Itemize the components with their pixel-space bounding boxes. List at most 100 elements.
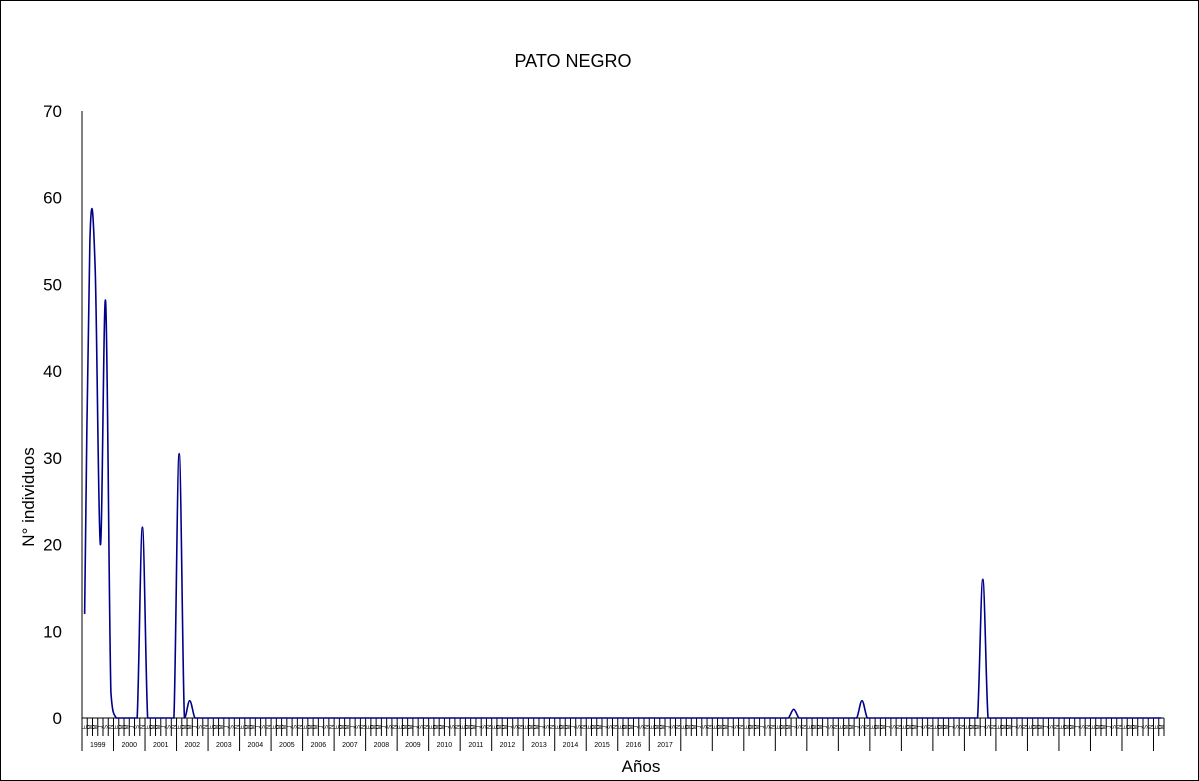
data-point — [573, 717, 574, 718]
month-tick-label: E — [681, 725, 687, 729]
data-point — [100, 544, 101, 545]
data-point — [247, 717, 248, 718]
data-point — [142, 527, 143, 528]
month-tick-label: E — [1060, 725, 1066, 729]
data-point — [720, 717, 721, 718]
month-tick-label: M — [188, 725, 194, 730]
month-tick-label: S — [1144, 725, 1150, 729]
month-tick-label: M — [849, 725, 855, 730]
data-point — [467, 717, 468, 718]
month-tick-label: M — [88, 725, 94, 730]
month-tick-label: M — [435, 725, 441, 730]
month-tick-label: S — [356, 725, 362, 729]
data-point — [966, 717, 967, 718]
data-point — [473, 717, 474, 718]
month-tick-label: S — [261, 725, 267, 729]
year-label: 2011 — [468, 742, 483, 749]
month-tick-label: N — [1149, 725, 1155, 729]
data-point — [935, 717, 936, 718]
data-point — [914, 717, 915, 718]
data-point — [1140, 717, 1141, 718]
data-point — [305, 717, 306, 718]
y-tick-label: 0 — [53, 709, 62, 728]
data-point — [431, 717, 432, 718]
data-point — [1029, 717, 1030, 718]
month-tick-label: S — [293, 725, 299, 729]
chart-title: PATO NEGRO — [514, 51, 631, 71]
data-point — [410, 717, 411, 718]
year-label: 2013 — [531, 742, 547, 749]
data-point — [1024, 717, 1025, 718]
month-tick-label: M — [723, 725, 729, 730]
month-tick-label: J — [981, 726, 987, 729]
month-tick-label: M — [844, 725, 850, 730]
month-tick-label: S — [1018, 725, 1024, 729]
data-point — [819, 717, 820, 718]
y-tick-label: 30 — [43, 449, 62, 468]
data-point — [1135, 717, 1136, 718]
month-tick-label: J — [1107, 726, 1113, 729]
year-label: 2004 — [248, 742, 264, 749]
month-tick-label: M — [308, 725, 314, 730]
month-tick-label: M — [282, 725, 288, 730]
month-tick-label: S — [482, 725, 488, 729]
month-tick-label: M — [529, 725, 535, 730]
month-tick-label: M — [372, 725, 378, 730]
data-point — [546, 717, 547, 718]
month-tick-label: M — [534, 725, 540, 730]
data-point — [741, 717, 742, 718]
data-point — [1119, 717, 1120, 718]
month-tick-label: M — [440, 725, 446, 730]
month-tick-label: S — [702, 725, 708, 729]
data-point — [667, 717, 668, 718]
data-point — [158, 717, 159, 718]
data-point — [620, 717, 621, 718]
month-tick-label: E — [1091, 725, 1097, 729]
month-tick-label: J — [634, 726, 640, 729]
month-tick-label: M — [219, 725, 225, 730]
month-tick-label: S — [860, 725, 866, 729]
month-tick-label: M — [125, 725, 131, 730]
month-tick-label: E — [807, 725, 813, 729]
year-label: 2008 — [374, 742, 390, 749]
month-tick-label: J — [571, 726, 577, 729]
data-point — [551, 717, 552, 718]
month-tick-label: M — [566, 725, 572, 730]
data-point — [200, 717, 201, 718]
data-point — [1129, 717, 1130, 718]
month-tick-label: N — [109, 725, 115, 729]
month-tick-label: N — [393, 725, 399, 729]
month-tick-label: S — [608, 725, 614, 729]
data-point — [173, 717, 174, 718]
month-tick-label: J — [445, 726, 451, 729]
data-point — [961, 717, 962, 718]
month-tick-label: N — [708, 725, 714, 729]
data-point — [441, 717, 442, 718]
month-tick-label: M — [377, 725, 383, 730]
month-tick-label: J — [414, 726, 420, 729]
month-tick-label: M — [503, 725, 509, 730]
data-point — [924, 717, 925, 718]
month-tick-label: N — [550, 725, 556, 729]
data-point — [1161, 717, 1162, 718]
data-point — [1077, 717, 1078, 718]
month-tick-label: M — [876, 725, 882, 730]
month-tick-label: N — [739, 725, 745, 729]
month-tick-label: N — [172, 725, 178, 729]
month-tick-label: M — [781, 725, 787, 730]
data-point — [793, 709, 794, 710]
data-point — [1103, 717, 1104, 718]
month-tick-label: J — [729, 726, 735, 729]
month-tick-label: M — [597, 725, 603, 730]
data-point — [846, 717, 847, 718]
month-tick-label: E — [209, 725, 215, 729]
data-point — [147, 717, 148, 718]
data-point — [1056, 717, 1057, 718]
month-tick-label: J — [351, 726, 357, 729]
data-point — [1108, 717, 1109, 718]
data-point — [352, 717, 353, 718]
month-tick-label: S — [324, 725, 330, 729]
data-point — [651, 717, 652, 718]
data-point — [263, 717, 264, 718]
